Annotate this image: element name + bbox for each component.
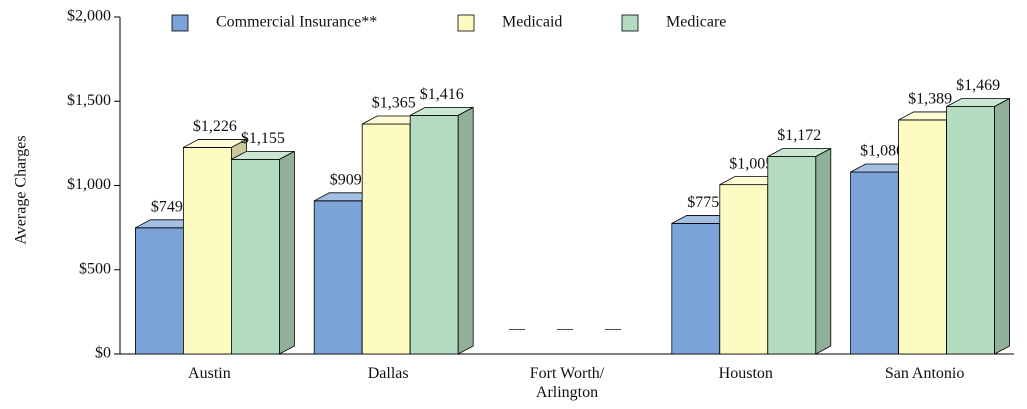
legend-label: Commercial Insurance** [216,14,377,31]
bar [409,115,459,355]
legend-swatch [621,14,639,32]
bar-side [994,97,1010,355]
value-label: $1,155 [241,130,285,147]
bar-side [815,147,832,355]
x-tick-label: Dallas [367,365,409,382]
y-tick-label: $2,000 [67,8,111,25]
legend-swatch [171,14,189,32]
value-label: $1,080 [860,143,904,160]
bar-side [278,150,295,355]
value-label: $909 [330,172,362,189]
bar [182,147,232,355]
value-label: $775 [687,194,719,211]
legend-label: Medicare [666,14,726,31]
value-label: $1,172 [777,127,821,144]
value-label: $1,416 [420,86,464,103]
x-tick-label: Fort Worth/ Arlington [529,365,605,401]
value-label: $1,365 [372,95,416,112]
bar-side [457,106,474,355]
bar [313,200,363,355]
bar [898,119,947,355]
bar [719,184,769,355]
value-label: — [556,321,574,338]
bar [361,123,411,355]
value-label: — [604,321,622,338]
y-tick-label: $1,500 [67,92,111,109]
bar [230,158,280,355]
value-label: $749 [151,198,183,215]
legend-swatch [457,14,475,32]
y-axis-label: Average Charges [13,135,30,244]
value-label: $1,226 [193,118,237,135]
x-tick-label: Houston [718,365,773,382]
bar [946,106,995,355]
bar [767,156,817,355]
x-tick-label: Austin [188,365,231,382]
bar [850,171,899,355]
value-label: $1,469 [956,77,1000,94]
bar [671,223,721,355]
bar [134,227,184,355]
value-label: $1,005 [729,155,773,172]
legend-label: Medicaid [502,14,562,31]
x-tick-label: San Antonio [884,365,965,382]
y-tick-label: $0 [95,345,111,362]
y-tick-label: $500 [79,260,111,277]
y-tick-label: $1,000 [67,176,111,193]
value-label: — [508,321,526,338]
value-label: $1,389 [908,91,952,108]
